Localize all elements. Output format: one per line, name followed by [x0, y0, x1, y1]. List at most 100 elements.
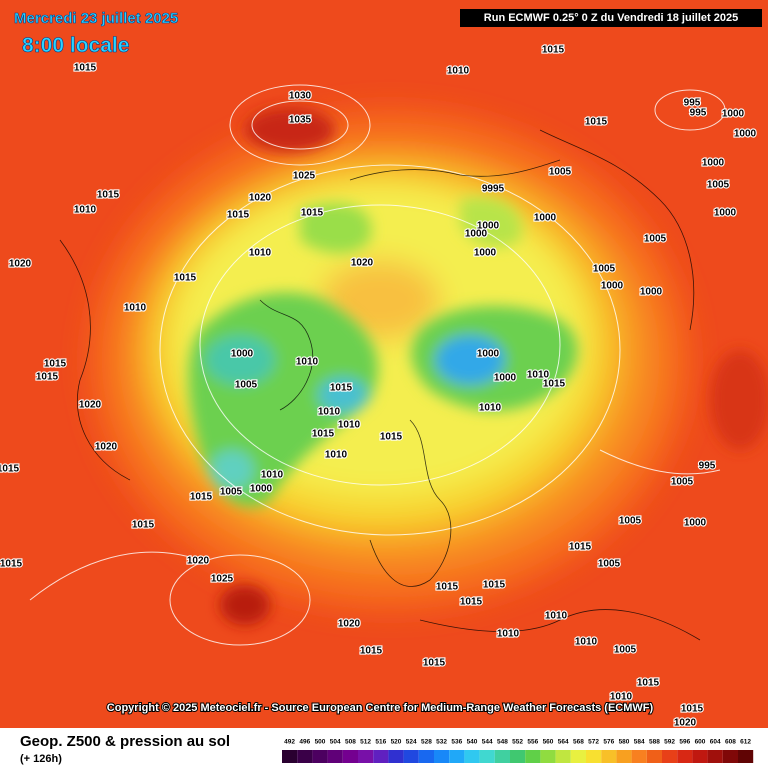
pressure-label: 1010 — [74, 205, 97, 216]
scale-label: 556 — [527, 739, 538, 746]
footer-title: Geop. Z500 & pression au sol — [20, 733, 230, 750]
pressure-label: 1010 — [325, 450, 348, 461]
pressure-label: 1000 — [684, 518, 707, 529]
pressure-label: 1010 — [497, 629, 520, 640]
scale-swatch — [358, 750, 374, 763]
pressure-label: 1005 — [614, 645, 637, 656]
pressure-label: 1010 — [610, 692, 633, 703]
pressure-label: 1020 — [187, 556, 210, 567]
scale-label: 560 — [543, 739, 554, 746]
pressure-label: 1015 — [483, 580, 506, 591]
pressure-label: 1000 — [477, 221, 500, 232]
scale-swatch — [494, 750, 510, 763]
scale-swatch — [616, 750, 632, 763]
run-info: Run ECMWF 0.25° 0 Z du Vendredi 18 juill… — [484, 12, 738, 24]
scale-swatch — [342, 750, 358, 763]
scale-swatch — [449, 750, 465, 763]
pressure-label: 1000 — [477, 349, 500, 360]
pressure-label: 1005 — [235, 380, 258, 391]
scale-label: 504 — [330, 739, 341, 746]
scale-label: 544 — [482, 739, 493, 746]
scale-swatch — [525, 750, 541, 763]
scale-label: 596 — [679, 739, 690, 746]
pressure-label: 1000 — [474, 248, 497, 259]
pressure-label: 1005 — [593, 264, 616, 275]
pressure-label: 1000 — [534, 213, 557, 224]
pressure-label: 1015 — [360, 646, 383, 657]
pressure-label: 1005 — [707, 180, 730, 191]
pressure-label: 1015 — [132, 520, 155, 531]
pressure-label: 1015 — [312, 429, 335, 440]
scale-label: 576 — [603, 739, 614, 746]
pressure-label: 1015 — [174, 273, 197, 284]
pressure-label: 1000 — [494, 373, 517, 384]
pressure-label: 1010 — [318, 407, 341, 418]
scale-swatch — [646, 750, 662, 763]
pressure-label: 995 — [699, 461, 716, 472]
scale-label: 540 — [467, 739, 478, 746]
pressure-label: 1020 — [338, 619, 361, 630]
pressure-label: 1015 — [330, 383, 353, 394]
pressure-label: 1010 — [124, 303, 147, 314]
pressure-label: 1015 — [585, 117, 608, 128]
pressure-label: 1015 — [227, 210, 250, 221]
scale-label: 588 — [649, 739, 660, 746]
pressure-label: 1010 — [296, 357, 319, 368]
color-scale: 492 496 500 504 508 512 516 520 524 528 532 536 540 5… — [282, 739, 754, 763]
scale-swatch — [555, 750, 571, 763]
pressure-label: 1010 — [527, 370, 550, 381]
pressure-label: 1000 — [640, 287, 663, 298]
pressure-label: 1015 — [301, 208, 324, 219]
scale-swatch — [540, 750, 556, 763]
pressure-label: 1000 — [601, 281, 624, 292]
pressure-label: 1005 — [644, 234, 667, 245]
pressure-label: 1000 — [714, 208, 737, 219]
pressure-label: 1015 — [74, 63, 97, 74]
scale-label: 492 — [284, 739, 295, 746]
pressure-label: 1015 — [44, 359, 67, 370]
scale-swatch — [479, 750, 495, 763]
pressure-label: 1020 — [95, 442, 118, 453]
scale-swatch — [282, 750, 298, 763]
pressure-label: 1015 — [543, 379, 566, 390]
pressure-label: 1000 — [465, 229, 488, 240]
pressure-label: 1020 — [79, 400, 102, 411]
pressure-label: 1005 — [220, 487, 243, 498]
scale-label: 536 — [451, 739, 462, 746]
scale-swatch — [403, 750, 419, 763]
scale-label: 500 — [315, 739, 326, 746]
scale-swatch — [312, 750, 328, 763]
pressure-label: 1015 — [637, 678, 660, 689]
pressure-label: 1000 — [231, 349, 254, 360]
pressure-label: 1025 — [293, 171, 316, 182]
pressure-label: 1015 — [190, 492, 213, 503]
footer-lead: (+ 126h) — [20, 753, 62, 765]
scale-label: 608 — [725, 739, 736, 746]
pressure-label: 1015 — [436, 582, 459, 593]
pressure-label: 1015 — [36, 372, 59, 383]
scale-swatch — [464, 750, 480, 763]
scale-swatch — [297, 750, 313, 763]
scale-label: 516 — [375, 739, 386, 746]
pressure-label: 1010 — [575, 637, 598, 648]
pressure-label: 1005 — [598, 559, 621, 570]
pressure-label: 1010 — [545, 611, 568, 622]
scale-swatch — [434, 750, 450, 763]
pressure-label: 1015 — [460, 597, 483, 608]
scale-label: 592 — [664, 739, 675, 746]
scale-swatch — [707, 750, 723, 763]
scale-label: 520 — [391, 739, 402, 746]
pressure-label: 1025 — [211, 574, 234, 585]
scale-label: 564 — [558, 739, 569, 746]
scale-swatch — [510, 750, 526, 763]
run-box — [460, 9, 762, 27]
pressure-label: 1010 — [479, 403, 502, 414]
scale-swatch — [738, 750, 754, 763]
pressure-label: 995 — [690, 108, 707, 119]
pressure-label: 1030 — [289, 91, 312, 102]
pressure-label: 1015 — [380, 432, 403, 443]
scale-swatch — [722, 750, 738, 763]
scale-swatch — [692, 750, 708, 763]
scale-label: 568 — [573, 739, 584, 746]
